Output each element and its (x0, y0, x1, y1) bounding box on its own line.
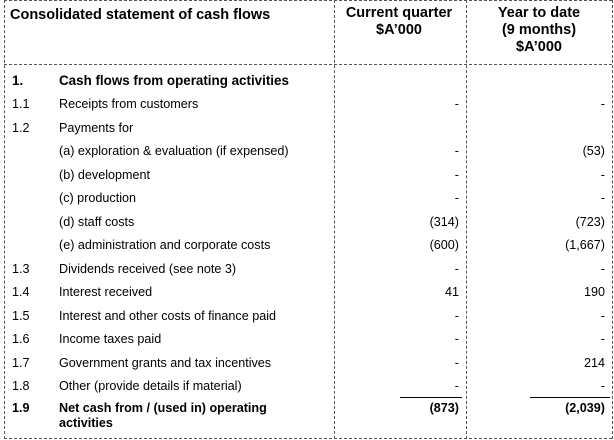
current-quarter-header-line2: $A’000 (376, 22, 422, 38)
year-to-date-value: - (600, 379, 605, 393)
table-row: 1.3 Dividends received (see note 3) - - (0, 258, 613, 281)
row-label: Other (provide details if material) (59, 379, 242, 393)
row-label: Receipts from customers (59, 97, 199, 111)
frame-left (4, 0, 5, 439)
row-number: 1.6 (12, 332, 30, 346)
year-to-date-value: - (600, 97, 605, 111)
year-to-date-value: - (600, 261, 605, 276)
year-to-date-value: (723) (575, 214, 605, 229)
row-number: 1.3 (12, 261, 30, 276)
column-divider-2 (466, 0, 467, 439)
table-row: (d) staff costs (314) (723) (0, 211, 613, 234)
row-label: Interest and other costs of finance paid (59, 308, 277, 323)
frame-bottom (4, 438, 612, 439)
current-quarter-value: - (454, 332, 459, 346)
current-quarter-value: - (454, 167, 459, 182)
row-label: (c) production (59, 191, 136, 205)
section-heading: 1. Cash flows from operating activities (0, 69, 613, 92)
total-current-quarter: (873) (429, 401, 459, 415)
year-to-date-value: - (600, 167, 605, 182)
table-row: 1.8 Other (provide details if material) - - (0, 375, 613, 398)
row-label: Government grants and tax incentives (59, 355, 272, 370)
current-quarter-value: - (454, 308, 459, 323)
column-divider-1 (334, 0, 335, 439)
table-row: (b) development - - (0, 164, 613, 187)
current-quarter-value: - (454, 379, 459, 393)
row-label: Interest received (59, 285, 153, 299)
total-row: 1.9 Net cash from / (used in) operating … (0, 397, 613, 437)
total-rule-current (400, 397, 462, 398)
year-to-date-value: - (600, 332, 605, 346)
row-label: Dividends received (see note 3) (59, 261, 237, 276)
table-row: 1.7 Government grants and tax incentives -… (0, 352, 613, 375)
statement-title: Consolidated statement of cash flows (10, 7, 271, 23)
current-quarter-value: 41 (444, 285, 459, 299)
year-to-date-header-line3: $A’000 (516, 39, 562, 55)
year-to-date-value: 190 (583, 285, 605, 299)
table-row: 1.6 Income taxes paid - - (0, 328, 613, 351)
year-to-date-value: 214 (583, 355, 605, 370)
row-number: 1.1 (12, 97, 30, 111)
year-to-date-value: - (600, 191, 605, 205)
row-label: Payments for (59, 120, 134, 135)
total-label: Net cash from / (used in) operating acti… (59, 401, 267, 430)
total-year-to-date: (2,039) (565, 401, 605, 415)
current-quarter-value: (314) (429, 214, 459, 229)
row-label: (b) development (59, 167, 151, 182)
row-number: 1.8 (12, 379, 30, 393)
table-row: 1.2 Payments for (0, 117, 613, 140)
table-row: 1.4 Interest received 41 190 (0, 281, 613, 304)
current-quarter-value: - (454, 355, 459, 370)
row-label: (e) administration and corporate costs (59, 238, 271, 252)
current-quarter-value: - (454, 191, 459, 205)
year-to-date-header-line2: (9 months) (501, 22, 577, 38)
current-quarter-value: - (454, 261, 459, 276)
current-quarter-value: - (454, 97, 459, 111)
row-number: 1.7 (12, 355, 30, 370)
year-to-date-header: Year to date (9 months) $A’000 (466, 0, 612, 64)
year-to-date-value: - (600, 308, 605, 323)
table-row: (a) exploration & evaluation (if expense… (0, 140, 613, 163)
current-quarter-value: (600) (429, 238, 459, 252)
row-number: 1.4 (12, 285, 30, 299)
total-rule-ytd (530, 397, 610, 398)
year-to-date-header-line1: Year to date (497, 5, 581, 21)
total-number: 1.9 (12, 401, 30, 415)
row-number: 1.5 (12, 308, 30, 323)
table-row: (c) production - - (0, 187, 613, 210)
section-label: Cash flows from operating activities (59, 73, 289, 88)
table-row: 1.1 Receipts from customers - - (0, 93, 613, 116)
current-quarter-header: Current quarter $A’000 (334, 0, 464, 64)
section-number: 1. (12, 73, 24, 88)
row-number: 1.2 (12, 120, 30, 135)
table-row: 1.5 Interest and other costs of finance p… (0, 305, 613, 328)
header-divider (4, 64, 612, 65)
current-quarter-value: - (454, 144, 459, 158)
year-to-date-value: (1,667) (565, 238, 605, 252)
year-to-date-value: (53) (582, 144, 605, 158)
current-quarter-header-line1: Current quarter (345, 5, 453, 21)
row-label: (a) exploration & evaluation (if expense… (59, 144, 289, 158)
row-label: (d) staff costs (59, 214, 135, 229)
frame-right (612, 0, 613, 439)
row-label: Income taxes paid (59, 332, 162, 346)
frame-top (4, 0, 612, 1)
table-row: (e) administration and corporate costs (6… (0, 234, 613, 257)
